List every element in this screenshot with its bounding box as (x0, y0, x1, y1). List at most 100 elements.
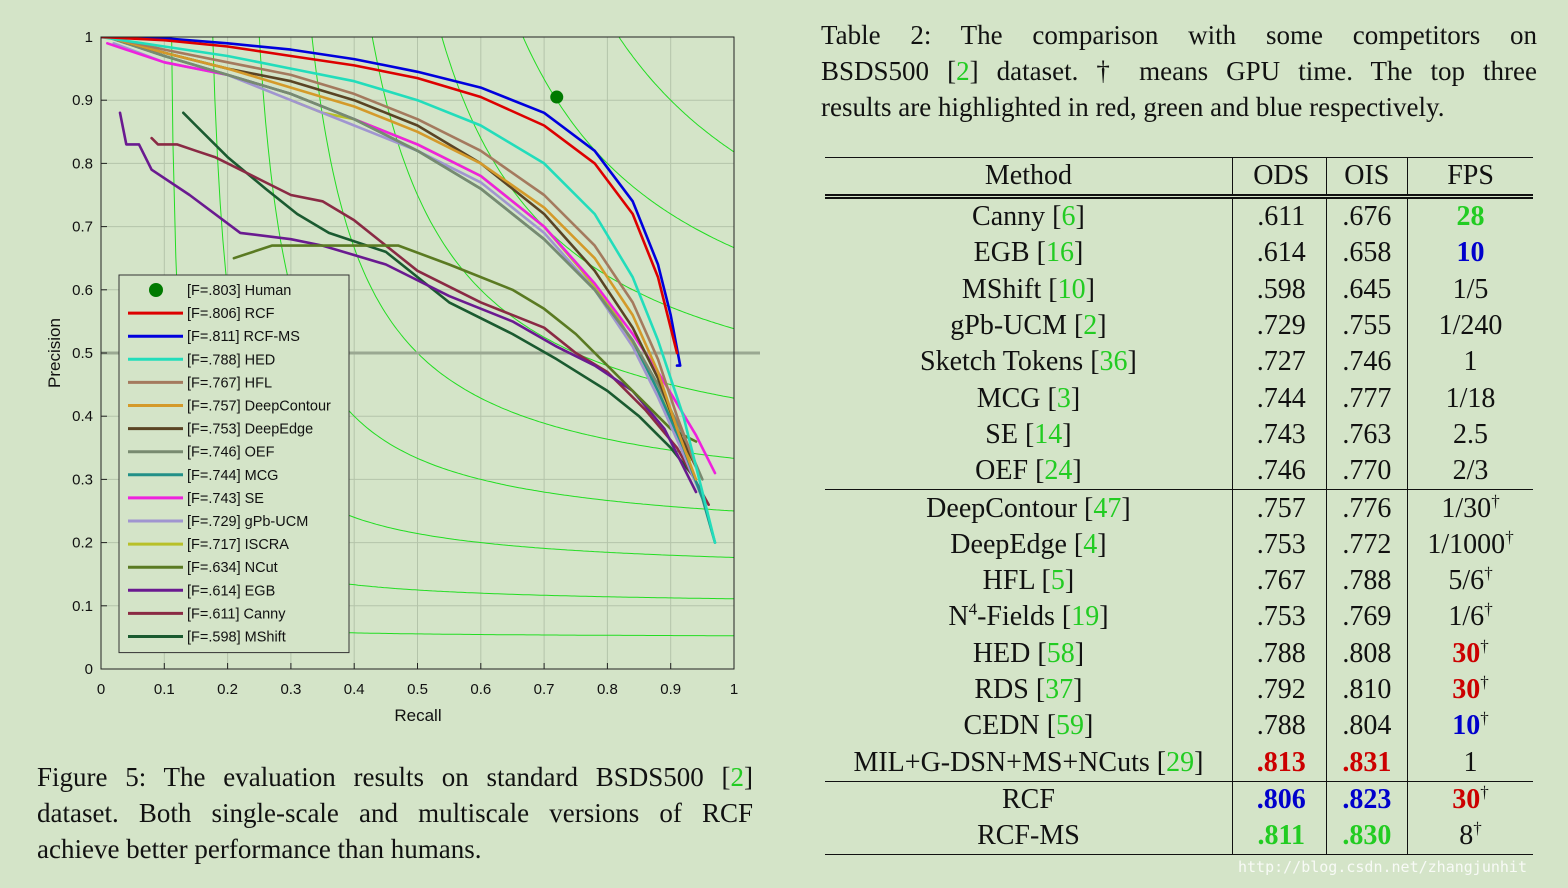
citation-link[interactable]: 36 (1099, 346, 1128, 378)
citation-link[interactable]: 19 (1071, 601, 1100, 633)
bracket: ] (1064, 565, 1075, 597)
table-row: gPb-UCM [2] .729 .755 1/240 (825, 307, 1533, 345)
method-cell: DeepEdge [4] (825, 526, 1233, 563)
bracket: ] (1099, 601, 1109, 633)
ois-value: .776 (1342, 492, 1392, 524)
bracket: ] (1194, 746, 1204, 778)
citation-link[interactable]: 6 (1061, 201, 1076, 233)
legend-label: [F=.744] MCG (187, 468, 278, 484)
x-tick-label: 0.7 (534, 681, 555, 698)
fps-cell: 8† (1407, 818, 1533, 856)
ois-value: .645 (1342, 273, 1392, 305)
method-cell: MShift [10] (825, 271, 1233, 308)
method-name: HFL (982, 565, 1035, 597)
ods-value: .811 (1257, 820, 1305, 852)
table-row: Sketch Tokens [36] .727 .746 1 (825, 344, 1533, 381)
figure-caption: Figure 5: The evaluation results on stan… (37, 759, 753, 867)
fps-cell: 5/6† (1408, 563, 1533, 599)
citation-link[interactable]: 24 (1044, 455, 1073, 487)
citation-link[interactable]: 16 (1045, 237, 1074, 269)
method-cell: N4-Fields [19] (825, 599, 1233, 636)
table-row: CEDN [59] .788 .804 10† (825, 708, 1533, 745)
citation-link[interactable]: 3 (1056, 382, 1071, 414)
caption-text: achieve better performance than humans. (37, 834, 482, 864)
citation-link[interactable]: 10 (1057, 273, 1086, 305)
y-tick-label: 1 (85, 29, 93, 46)
column-divider (1231, 196, 1237, 236)
table-header-row: Method ODS OIS FPS (825, 157, 1533, 197)
table-row: N4-Fields [19] .753 .769 1/6† (825, 599, 1533, 636)
caption-text: dataset. Both single-scale and multiscal… (37, 798, 753, 828)
caption-line: Figure 5: The evaluation results on stan… (37, 759, 753, 795)
ois-cell: .746 (1326, 344, 1409, 381)
table-row: DeepEdge [4] .753 .772 1/1000† (825, 526, 1533, 563)
ods-cell: .767 (1236, 562, 1327, 600)
citation-link[interactable]: 59 (1056, 710, 1085, 742)
table-row: HED [58] .788 .808 30† (825, 635, 1533, 672)
column-divider (1231, 344, 1237, 381)
y-tick-label: 0.5 (72, 345, 93, 362)
series-line (232, 244, 698, 443)
method-name: MShift (961, 273, 1042, 305)
series-line (101, 37, 717, 544)
x-tick-label: 0 (97, 681, 105, 698)
fps-value: 2.5 (1453, 418, 1489, 450)
citation-link[interactable]: 14 (1034, 418, 1063, 450)
comparison-table: Method ODS OIS FPS Canny [6] .611.676 28 EG… (825, 157, 1533, 856)
ois-cell: .776 (1326, 489, 1409, 527)
bracket: [ (1054, 601, 1072, 633)
column-divider (1231, 599, 1237, 636)
citation-link[interactable]: 5 (1050, 565, 1065, 597)
gpu-time-dagger: † (1491, 491, 1500, 511)
method-name: CEDN (963, 710, 1040, 742)
citation-link[interactable]: 2 (956, 56, 970, 86)
citation-link[interactable]: 47 (1093, 492, 1122, 524)
gpu-time-dagger: † (1473, 818, 1482, 838)
ois-cell: .810 (1326, 671, 1409, 709)
y-tick-label: 0 (85, 661, 93, 678)
ods-value: .806 (1256, 783, 1306, 815)
ods-cell: .727 (1236, 344, 1327, 381)
citation-link[interactable]: 58 (1046, 637, 1075, 669)
citation-link[interactable]: 29 (1166, 746, 1195, 778)
ods-cell: .757 (1236, 489, 1327, 527)
table-row: DeepContour [47] .757 .776 1/30† (825, 489, 1533, 527)
citation-link[interactable]: 37 (1045, 674, 1074, 705)
caption-line: results are highlighted in red, green an… (821, 89, 1537, 125)
table-row: MCG [3] .744 .777 1/18 (825, 380, 1533, 417)
bracket: ] (1075, 201, 1085, 233)
fps-cell: 1/6† (1408, 599, 1533, 635)
ods-value: .753 (1256, 601, 1306, 633)
citation-link[interactable]: 2 (730, 762, 745, 792)
method-cell: Sketch Tokens [36] (825, 344, 1233, 381)
ois-cell: .831 (1326, 744, 1409, 782)
ois-value: .770 (1342, 455, 1392, 487)
ois-value: .769 (1342, 601, 1392, 633)
header-ois: OIS (1326, 157, 1409, 197)
ois-value: .746 (1342, 346, 1392, 378)
bracket: ] (1073, 237, 1084, 269)
ois-value: .772 (1342, 528, 1392, 560)
bracket: [ (1034, 565, 1051, 597)
series-line (106, 37, 698, 469)
column-divider (1231, 489, 1237, 527)
x-tick-label: 1 (730, 681, 738, 698)
table-row: MShift [10] .598 .645 1/5 (825, 271, 1533, 308)
series-line (101, 37, 679, 355)
method-cell: SE [14] (825, 416, 1233, 454)
ods-value: .611 (1257, 201, 1306, 233)
ods-value: .813 (1256, 746, 1306, 778)
ois-value: .658 (1342, 237, 1392, 269)
bracket: ] (1062, 418, 1072, 450)
bracket: [ (1040, 382, 1057, 414)
method-cell: RDS [37] (825, 671, 1233, 709)
x-axis-label: Recall (394, 706, 441, 725)
citation-link[interactable]: 2 (1083, 310, 1098, 342)
ods-value: .598 (1256, 273, 1306, 305)
table-row: RCF-MS .811 .830 8† (825, 818, 1533, 856)
table-group: DeepContour [47] .757.776 1/30† DeepEdge [4… (825, 489, 1533, 782)
series-line (118, 111, 698, 494)
ods-cell: .806 (1236, 780, 1327, 819)
citation-link[interactable]: 4 (1083, 528, 1098, 560)
ois-cell: .755 (1326, 307, 1409, 345)
